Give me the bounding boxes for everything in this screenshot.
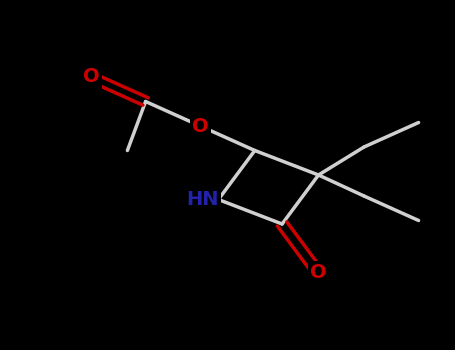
Text: O: O [83, 68, 99, 86]
Text: O: O [310, 264, 327, 282]
Text: O: O [192, 117, 208, 135]
Text: HN: HN [186, 190, 218, 209]
